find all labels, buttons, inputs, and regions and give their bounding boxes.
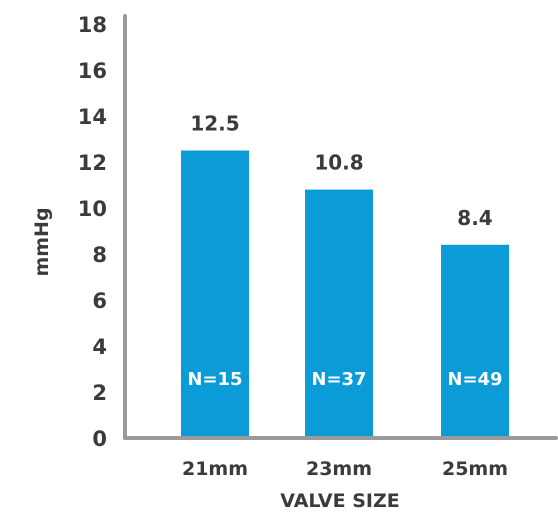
y-tick-label: 14: [78, 105, 107, 129]
y-tick-label: 16: [78, 59, 107, 83]
y-tick-label: 2: [92, 381, 107, 405]
bar-n-label: N=49: [447, 369, 502, 390]
y-tick-label: 0: [92, 427, 107, 451]
bar: [305, 189, 373, 436]
y-tick-label: 18: [78, 13, 107, 37]
bar: [441, 244, 509, 436]
y-tick-label: 6: [92, 289, 107, 313]
x-tick-label: 23mm: [306, 458, 372, 480]
x-tick-label: 25mm: [442, 458, 508, 480]
bar-value-label: 10.8: [314, 151, 363, 175]
n-labels: N=15 N=37 N=49: [187, 369, 502, 390]
y-axis-title: mmHg: [31, 207, 53, 276]
x-axis-title: VALVE SIZE: [280, 490, 399, 512]
bars: [181, 150, 509, 436]
y-tick-label: 12: [78, 151, 107, 175]
bar-value-label: 12.5: [190, 112, 239, 136]
bar-n-label: N=37: [311, 369, 366, 390]
y-tick-labels: 0 2 4 6 8 10 12 14 16 18: [78, 13, 107, 451]
bar-n-label: N=15: [187, 369, 242, 390]
value-labels: 12.5 10.8 8.4: [190, 112, 492, 230]
x-tick-labels: 21mm 23mm 25mm: [182, 458, 508, 480]
bar-value-label: 8.4: [457, 206, 492, 230]
y-tick-label: 8: [92, 243, 107, 267]
y-tick-label: 4: [92, 335, 107, 359]
bar: [181, 150, 249, 436]
x-tick-label: 21mm: [182, 458, 248, 480]
y-tick-label: 10: [78, 197, 107, 221]
